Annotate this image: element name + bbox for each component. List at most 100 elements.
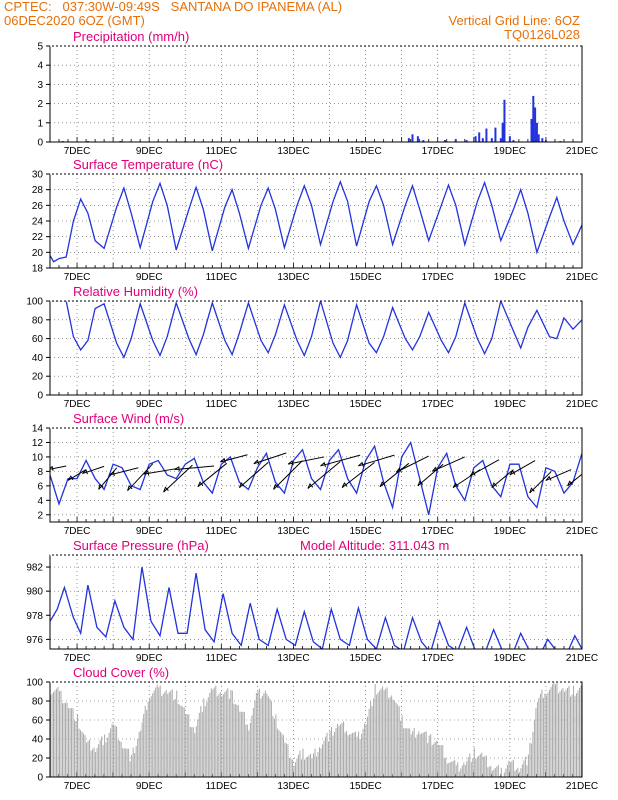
cloud-bar xyxy=(352,733,354,777)
cloud-bar xyxy=(84,735,86,777)
cloud-bar xyxy=(454,760,456,777)
cloud-bar xyxy=(526,765,528,777)
cloud-bar xyxy=(77,714,79,777)
wind-arrow-head xyxy=(67,475,74,481)
x-tick-label: 11DEC xyxy=(206,399,238,410)
cloud-bar xyxy=(146,709,148,777)
panel-title: Relative Humidity (%) xyxy=(73,284,198,299)
header-line1: CPTEC: 037:30W-09:49S SANTANA DO IPANEMA… xyxy=(4,0,343,14)
cloud-bar xyxy=(398,706,400,777)
y-tick-label: 978 xyxy=(26,611,43,622)
cloud-bar xyxy=(123,748,125,777)
cloud-bar xyxy=(487,767,489,777)
y-tick-label: 12 xyxy=(32,438,44,449)
plot-area xyxy=(50,682,582,777)
cloud-bar xyxy=(290,758,292,777)
cloud-bar xyxy=(143,714,145,777)
cloud-bar xyxy=(83,733,85,777)
cloud-bar xyxy=(72,708,74,777)
wind-arrow xyxy=(197,462,228,488)
wind-arrow xyxy=(307,461,341,489)
cloud-bar xyxy=(371,706,373,777)
cloud-bar xyxy=(209,692,211,777)
cloud-bar xyxy=(424,731,426,777)
cloud-bar xyxy=(300,759,302,777)
cloud-bar xyxy=(523,760,525,777)
wind-arrow-head xyxy=(220,457,226,464)
cloud-bar xyxy=(165,690,167,777)
cloud-bar xyxy=(56,688,58,777)
cloud-bar xyxy=(470,762,472,777)
cloud-bar xyxy=(239,711,241,777)
precip-bar xyxy=(407,138,410,142)
wind-arrow-head xyxy=(545,475,552,481)
cloud-bar xyxy=(326,732,328,777)
cloud-bar xyxy=(293,766,295,777)
cloud-bar xyxy=(144,705,146,777)
cloud-bar xyxy=(551,684,553,777)
wind-arrow xyxy=(379,462,410,488)
wind-arrow-head xyxy=(452,482,459,488)
cloud-bar xyxy=(108,733,110,777)
cloud-bar xyxy=(204,706,206,777)
y-tick-label: 60 xyxy=(32,716,44,727)
wind-arrow-head xyxy=(287,460,294,466)
cloud-bar xyxy=(114,725,116,777)
cloud-bar xyxy=(236,704,238,777)
cloud-bar xyxy=(500,767,502,777)
cloud-bar xyxy=(269,698,271,777)
cloud-bar xyxy=(574,695,576,777)
cloud-bar xyxy=(409,728,411,777)
cloud-bar xyxy=(548,689,550,777)
cloud-bar xyxy=(314,748,316,777)
wind-arrow xyxy=(163,464,193,493)
cloud-bar xyxy=(221,696,223,777)
x-tick-label: 11DEC xyxy=(206,526,238,537)
cloud-bar xyxy=(457,762,459,777)
precip-bar xyxy=(499,138,502,142)
y-tick-label: 100 xyxy=(26,678,43,689)
cloud-bar xyxy=(254,700,256,777)
wind-arrow xyxy=(341,462,375,488)
cloud-bar xyxy=(452,760,454,777)
cloud-bar xyxy=(461,765,463,777)
y-tick-label: 0 xyxy=(37,773,43,784)
cloud-bar xyxy=(291,759,293,777)
cloud-bar xyxy=(539,693,541,777)
cloud-bar xyxy=(509,762,511,777)
x-tick-label: 13DEC xyxy=(277,526,309,537)
cloud-bar xyxy=(117,739,119,777)
wind-arrow xyxy=(273,460,303,490)
cloud-bar xyxy=(473,747,475,777)
y-tick-label: 30 xyxy=(32,170,44,181)
cloud-bar xyxy=(475,758,477,777)
y-tick-label: 40 xyxy=(32,735,44,746)
cloud-bar xyxy=(353,732,355,777)
cloud-bar xyxy=(150,696,152,777)
cloud-bar xyxy=(413,728,415,777)
precip-bar xyxy=(501,122,504,142)
x-tick-label: 13DEC xyxy=(277,272,309,283)
cloud-bar xyxy=(439,744,441,777)
cloud-bar xyxy=(240,711,242,777)
y-tick-label: 20 xyxy=(32,248,44,259)
precip-bar xyxy=(508,136,511,142)
cloud-bar xyxy=(410,734,412,777)
cloud-bar xyxy=(155,687,157,777)
cloud-bar xyxy=(92,749,94,777)
cloud-bar xyxy=(198,712,200,777)
cloud-bar xyxy=(320,748,322,777)
precip-bar xyxy=(443,140,446,142)
cloud-bar xyxy=(343,721,345,777)
wind-arrow-head xyxy=(529,487,535,494)
x-tick-label: 11DEC xyxy=(206,146,238,157)
cloud-bar xyxy=(422,732,424,777)
wind-arrow xyxy=(358,454,395,467)
cloud-bar xyxy=(419,734,421,777)
cloud-bar xyxy=(460,768,462,777)
cloud-bar xyxy=(538,697,540,777)
cloud-bar xyxy=(319,747,321,777)
cloud-bar xyxy=(575,693,577,777)
cloud-bar xyxy=(550,687,552,777)
cloud-bar xyxy=(379,690,381,777)
